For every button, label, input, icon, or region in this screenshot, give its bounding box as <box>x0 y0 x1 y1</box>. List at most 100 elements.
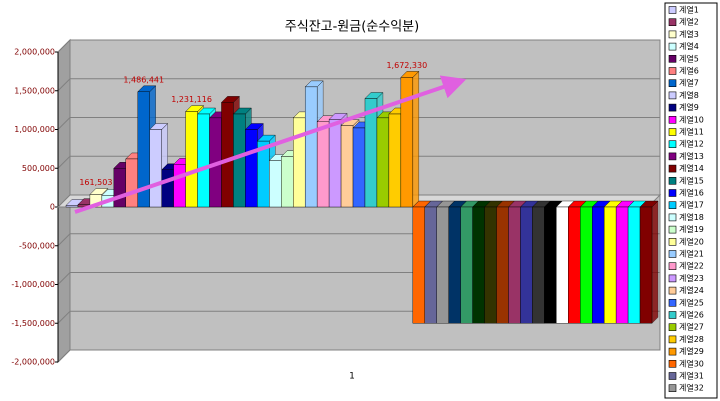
legend-swatch <box>668 359 677 368</box>
legend-swatch <box>668 274 677 283</box>
y-tick-label: 500,000 <box>22 164 55 173</box>
bar <box>304 86 318 208</box>
trend-arrow <box>74 75 467 214</box>
legend-label: 계열9 <box>679 102 699 112</box>
bar <box>185 111 198 208</box>
legend-swatch <box>668 201 677 209</box>
bar <box>544 206 557 324</box>
bar <box>65 205 79 208</box>
legend-swatch <box>668 18 677 27</box>
legend-swatch <box>668 213 677 222</box>
bar <box>197 113 210 208</box>
legend-label: 계열1 <box>679 5 699 15</box>
legend-swatch <box>668 140 677 148</box>
legend-label: 계열5 <box>679 53 699 63</box>
bar <box>603 206 617 324</box>
legend-swatch <box>668 91 677 100</box>
legend-label: 계열22 <box>679 261 704 271</box>
bar <box>424 206 437 324</box>
bar <box>113 168 126 208</box>
bar <box>448 206 461 324</box>
legend-label: 계열6 <box>679 66 699 76</box>
legend-label: 계열12 <box>679 139 704 149</box>
legend-label: 계열18 <box>679 212 704 222</box>
legend-label: 계열16 <box>679 188 704 198</box>
legend-swatch <box>668 177 677 185</box>
legend-swatch <box>668 298 677 307</box>
bar <box>472 206 485 324</box>
legend-swatch <box>668 372 677 380</box>
bar <box>508 206 521 324</box>
chart-title: 주식잔고-원금(순수익분) <box>285 20 419 35</box>
grid-line <box>57 39 660 53</box>
bar <box>293 117 306 208</box>
grid-line <box>57 117 660 130</box>
legend-swatch <box>668 189 677 197</box>
bar <box>376 117 390 208</box>
legend-label: 계열31 <box>679 371 704 381</box>
bar-side <box>651 200 659 324</box>
legend-swatch <box>668 323 677 332</box>
y-tick-label: -500,000 <box>19 241 55 250</box>
legend-label: 계열2 <box>679 17 699 27</box>
legend-label: 계열19 <box>679 224 704 234</box>
legend-label: 계열24 <box>679 285 704 295</box>
y-tick-label: 0 <box>50 203 55 212</box>
data-label: 1,672,330 <box>386 61 427 70</box>
bar <box>233 113 246 208</box>
legend-swatch <box>668 30 677 39</box>
legend-label: 계열17 <box>679 200 704 210</box>
legend-swatch <box>668 128 677 136</box>
legend-swatch <box>668 286 677 295</box>
bar <box>245 129 258 208</box>
data-label: 1,231,116 <box>171 95 212 104</box>
bar <box>352 127 366 208</box>
legend-swatch <box>668 67 677 75</box>
legend-swatch <box>668 103 677 112</box>
y-tick-label: -1,500,000 <box>11 319 55 328</box>
legend-swatch <box>668 347 677 356</box>
y-tick-label: 2,000,000 <box>14 48 55 57</box>
legend-label: 계열14 <box>679 163 704 173</box>
legend-label: 계열3 <box>679 29 699 39</box>
legend-swatch <box>668 42 677 51</box>
bar <box>161 169 174 208</box>
legend-label: 계열10 <box>679 114 704 124</box>
bar <box>615 206 629 324</box>
bar <box>460 206 473 324</box>
y-tick-label: 1,500,000 <box>14 86 55 95</box>
legend-swatch <box>668 116 677 124</box>
data-label: 1,486,441 <box>123 75 164 84</box>
legend-label: 계열26 <box>679 310 704 320</box>
legend-swatch <box>668 225 677 234</box>
y-tick-label: -2,000,000 <box>11 358 55 367</box>
legend-label: 계열29 <box>679 346 704 356</box>
legend-swatch <box>668 311 677 319</box>
legend-swatch <box>668 6 677 14</box>
bar <box>281 156 294 208</box>
legend-label: 계열30 <box>679 358 704 368</box>
legend-label: 계열23 <box>679 273 704 283</box>
grid-line <box>57 349 660 363</box>
legend-label: 계열32 <box>679 383 704 393</box>
bar <box>388 113 402 208</box>
bar-side <box>412 70 420 208</box>
legend-swatch <box>668 164 677 173</box>
legend-swatch <box>668 384 677 393</box>
bar <box>568 206 581 324</box>
legend-swatch <box>668 262 677 271</box>
bar <box>400 77 414 208</box>
legend-label: 계열8 <box>679 90 699 100</box>
legend-label: 계열15 <box>679 175 704 185</box>
y-tick-label: -1,000,000 <box>11 280 55 289</box>
bar <box>532 206 545 324</box>
bar <box>125 158 138 208</box>
bar <box>520 206 533 324</box>
legend-swatch <box>668 54 677 63</box>
bar <box>412 206 425 324</box>
bar <box>436 206 449 324</box>
legend-label: 계열13 <box>679 151 704 161</box>
legend-label: 계열4 <box>679 41 699 51</box>
bar <box>328 119 342 208</box>
